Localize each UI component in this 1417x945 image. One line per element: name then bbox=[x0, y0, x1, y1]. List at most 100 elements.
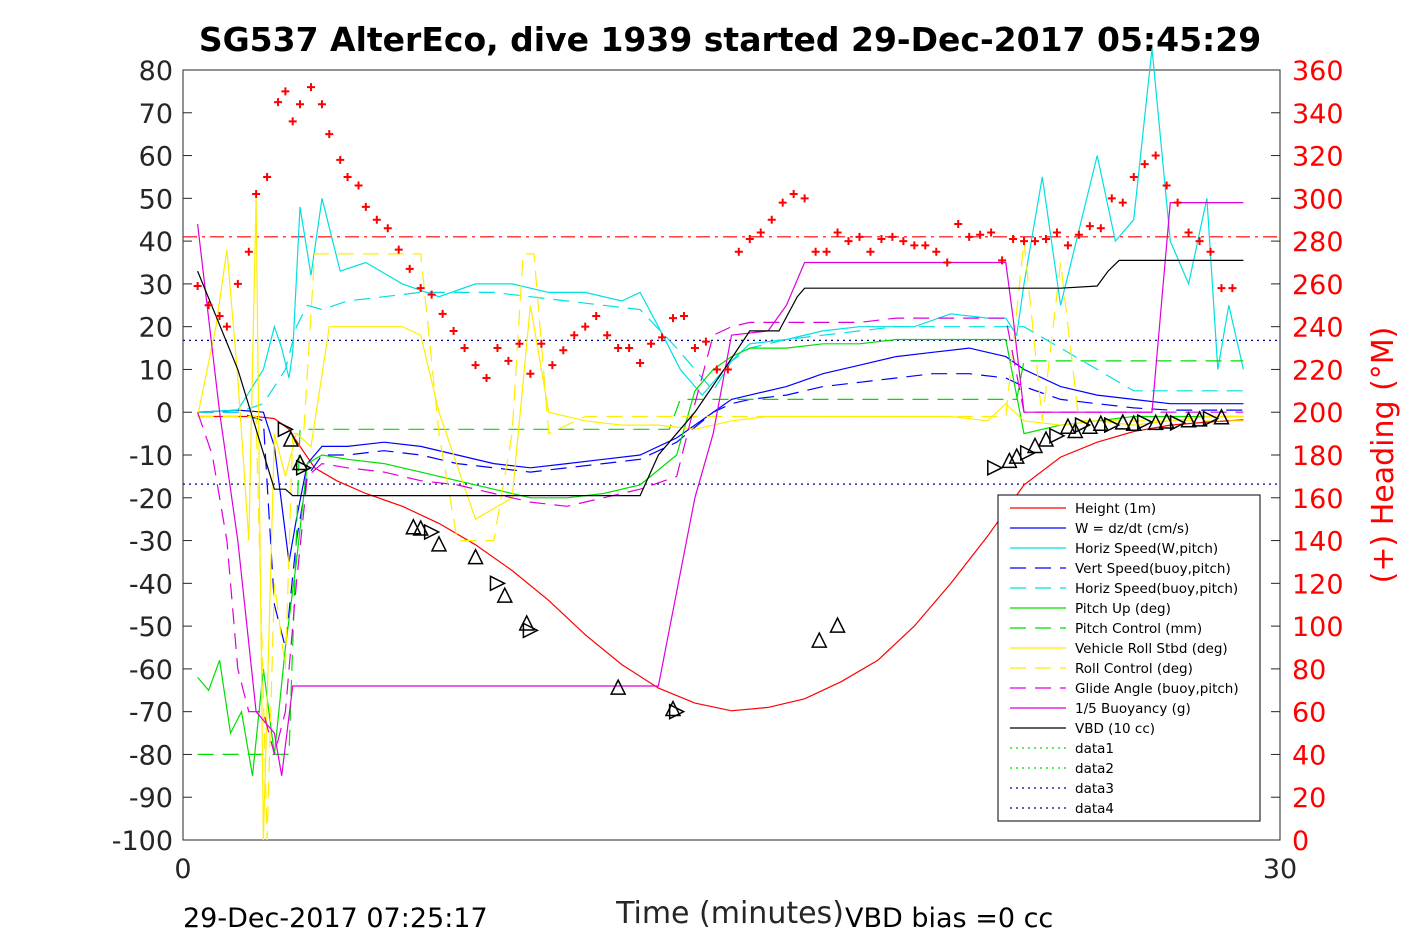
heading-point bbox=[244, 247, 253, 256]
heading-point bbox=[603, 331, 612, 340]
legend-label-horiz-speed-w-pitch: Horiz Speed(W,pitch) bbox=[1075, 541, 1218, 557]
legend-label-vbd-10-cc: VBD (10 cc) bbox=[1075, 721, 1155, 737]
heading-point bbox=[877, 234, 886, 243]
legend-label-data3: data3 bbox=[1075, 781, 1114, 797]
left-tick-label: -100 bbox=[112, 826, 173, 857]
heading-point bbox=[723, 365, 732, 374]
marker-triangle bbox=[1059, 417, 1077, 434]
heading-point bbox=[855, 232, 864, 241]
heading-point bbox=[204, 301, 213, 310]
marker-triangle bbox=[430, 535, 448, 552]
heading-point bbox=[998, 256, 1007, 265]
reference-lines bbox=[183, 236, 1280, 485]
heading-point bbox=[252, 190, 261, 199]
heading-point bbox=[222, 322, 231, 331]
left-tick-label: 0 bbox=[156, 398, 173, 429]
heading-point bbox=[526, 369, 535, 378]
heading-point bbox=[427, 290, 436, 299]
marker-triangle bbox=[405, 518, 422, 535]
vbd-bias-text: VBD bias =0 cc bbox=[845, 903, 1053, 934]
heading-point bbox=[910, 241, 919, 250]
heading-point bbox=[822, 247, 831, 256]
heading-point bbox=[1096, 224, 1105, 233]
left-tick-label: -70 bbox=[129, 698, 173, 729]
legend-label-roll-control-deg: Roll Control (deg) bbox=[1075, 661, 1193, 677]
heading-point bbox=[281, 87, 290, 96]
heading-point bbox=[1206, 247, 1215, 256]
heading-point bbox=[833, 228, 842, 237]
x-tick-label: 30 bbox=[1263, 854, 1297, 885]
marker-triangle bbox=[522, 622, 540, 639]
left-tick-label: 20 bbox=[139, 313, 173, 344]
heading-point bbox=[438, 309, 447, 318]
left-tick-label: -60 bbox=[129, 655, 173, 686]
series-height-1m bbox=[197, 415, 1244, 712]
series-roll-control-deg bbox=[197, 241, 1244, 841]
marker-triangle bbox=[295, 459, 313, 477]
heading-point bbox=[734, 247, 743, 256]
right-tick-label: 160 bbox=[1292, 484, 1344, 515]
marker-triangle bbox=[1074, 416, 1092, 434]
heading-point bbox=[416, 284, 425, 293]
heading-point bbox=[193, 282, 202, 291]
heading-point bbox=[712, 365, 721, 374]
marker-triangle bbox=[668, 703, 686, 720]
heading-point bbox=[866, 247, 875, 256]
heading-point bbox=[288, 117, 297, 126]
marker-triangle bbox=[609, 678, 627, 695]
heading-point bbox=[987, 228, 996, 237]
heading-point bbox=[1173, 198, 1182, 207]
right-tick-label: 140 bbox=[1292, 527, 1344, 558]
right-tick-label: 200 bbox=[1292, 398, 1344, 429]
heading-point bbox=[1118, 198, 1127, 207]
marker-triangle bbox=[1147, 413, 1164, 431]
heading-point bbox=[361, 202, 370, 211]
legend: Height (1m) W = dz/dt (cm/s) Horiz Speed(W… bbox=[997, 494, 1261, 822]
heading-point bbox=[921, 241, 930, 250]
series-1-5-buoyancy-g bbox=[197, 202, 1244, 776]
right-tick-label: 80 bbox=[1292, 655, 1326, 686]
heading-point bbox=[1074, 230, 1083, 239]
heading-point bbox=[537, 339, 546, 348]
heading-point bbox=[372, 215, 381, 224]
left-tick-label: 30 bbox=[139, 270, 173, 301]
chart-title: SG537 AlterEco, dive 1939 started 29-Dec… bbox=[199, 20, 1261, 59]
marker-triangle bbox=[1136, 413, 1154, 431]
marker-triangle bbox=[987, 459, 1004, 477]
marker-triangle bbox=[489, 575, 507, 592]
heading-point bbox=[559, 346, 568, 355]
right-tick-label: 40 bbox=[1292, 740, 1326, 771]
heading-point bbox=[570, 331, 579, 340]
right-tick-label: 60 bbox=[1292, 698, 1326, 729]
heading-point bbox=[1107, 194, 1116, 203]
series-vert-speed-buoy-pitch bbox=[197, 373, 1244, 648]
heading-point bbox=[1020, 237, 1029, 246]
heading-point bbox=[548, 361, 557, 370]
heading-point bbox=[767, 215, 776, 224]
right-tick-label: 220 bbox=[1292, 355, 1344, 386]
left-tick-label: -10 bbox=[129, 441, 173, 472]
heading-point bbox=[647, 339, 656, 348]
heading-point bbox=[449, 326, 458, 335]
series-glide-angle-buoy-pitch bbox=[197, 317, 1244, 755]
heading-point bbox=[405, 264, 414, 273]
x-axis: 0 30 bbox=[174, 831, 1297, 885]
heading-point bbox=[1184, 228, 1193, 237]
heading-point bbox=[756, 228, 765, 237]
right-tick-label: 120 bbox=[1292, 569, 1344, 600]
legend-label-pitch-up-deg: Pitch Up (deg) bbox=[1075, 601, 1171, 617]
left-tick-label: -20 bbox=[129, 484, 173, 515]
end-time-text: 29-Dec-2017 07:25:17 bbox=[183, 903, 488, 934]
heading-point bbox=[800, 194, 809, 203]
heading-point bbox=[1129, 172, 1138, 181]
heading-point bbox=[383, 224, 392, 233]
marker-triangle bbox=[467, 547, 484, 565]
legend-label-height-1m: Height (1m) bbox=[1075, 501, 1156, 517]
marker-triangle bbox=[423, 523, 441, 541]
marker-triangle bbox=[282, 430, 300, 447]
left-tick-label: 80 bbox=[139, 56, 173, 87]
heading-point bbox=[263, 172, 272, 181]
series-layer bbox=[197, 48, 1244, 841]
legend-label-pitch-control-mm: Pitch Control (mm) bbox=[1075, 621, 1202, 637]
heading-point bbox=[679, 311, 688, 320]
